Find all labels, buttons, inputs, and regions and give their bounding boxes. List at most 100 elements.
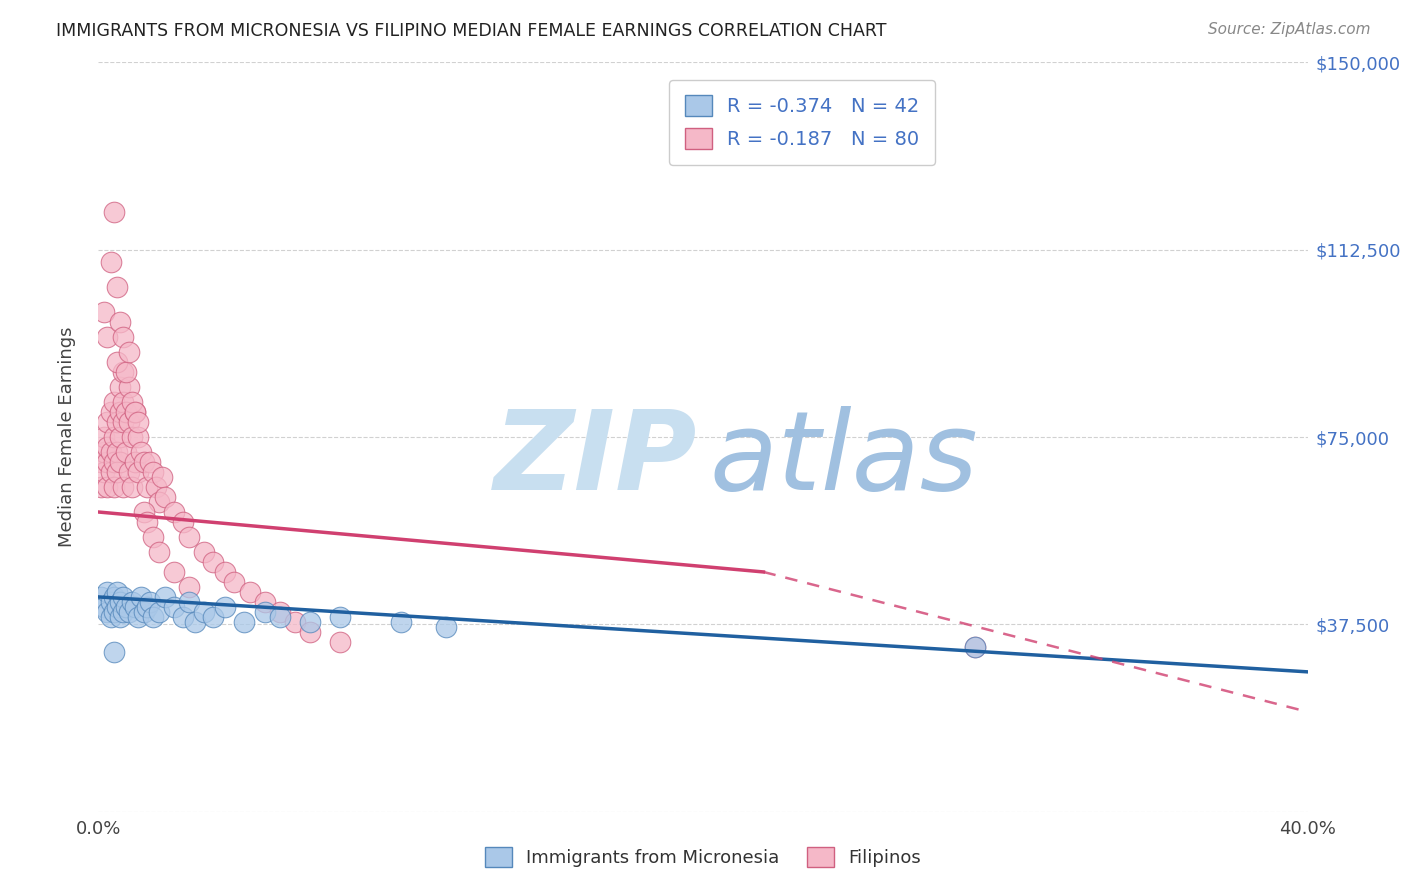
Legend: R = -0.374   N = 42, R = -0.187   N = 80: R = -0.374 N = 42, R = -0.187 N = 80 [669, 79, 935, 165]
Point [163, 505, 186, 519]
Point [132, 455, 155, 469]
Point [269, 605, 291, 619]
Point [100, 405, 122, 419]
Point [105, 599, 128, 614]
Point [111, 480, 134, 494]
Point [121, 595, 143, 609]
Point [127, 430, 149, 444]
Point [329, 610, 352, 624]
Point [142, 465, 165, 479]
Point [105, 355, 128, 369]
Point [96, 415, 118, 429]
Point [145, 480, 167, 494]
Point [103, 205, 125, 219]
Point [100, 610, 122, 624]
Point [284, 615, 307, 629]
Point [172, 610, 194, 624]
Point [965, 640, 987, 654]
Point [90, 590, 112, 604]
Point [90, 480, 112, 494]
Point [96, 585, 118, 599]
Point [172, 515, 194, 529]
Point [114, 599, 136, 614]
Point [100, 445, 122, 459]
Point [108, 595, 131, 609]
Point [100, 595, 122, 609]
Point [124, 405, 146, 419]
Point [127, 610, 149, 624]
Point [118, 465, 141, 479]
Point [100, 255, 122, 269]
Point [148, 495, 170, 509]
Point [124, 405, 146, 419]
Point [111, 365, 134, 379]
Point [329, 635, 352, 649]
Legend: Immigrants from Micronesia, Filipinos: Immigrants from Micronesia, Filipinos [478, 839, 928, 874]
Point [202, 555, 225, 569]
Point [118, 605, 141, 619]
Point [179, 530, 201, 544]
Point [127, 415, 149, 429]
Point [135, 599, 157, 614]
Point [124, 455, 146, 469]
Point [163, 599, 186, 614]
Point [108, 610, 131, 624]
Point [108, 380, 131, 394]
Point [96, 330, 118, 344]
Point [299, 615, 322, 629]
Point [103, 395, 125, 409]
Point [103, 430, 125, 444]
Point [129, 590, 152, 604]
Point [127, 465, 149, 479]
Point [118, 415, 141, 429]
Point [139, 595, 162, 609]
Point [105, 415, 128, 429]
Point [239, 585, 262, 599]
Point [121, 430, 143, 444]
Point [93, 430, 115, 444]
Point [103, 590, 125, 604]
Point [111, 330, 134, 344]
Point [96, 440, 118, 454]
Point [132, 505, 155, 519]
Point [224, 574, 246, 589]
Point [148, 605, 170, 619]
Point [103, 645, 125, 659]
Point [105, 465, 128, 479]
Point [114, 405, 136, 419]
Text: IMMIGRANTS FROM MICRONESIA VS FILIPINO MEDIAN FEMALE EARNINGS CORRELATION CHART: IMMIGRANTS FROM MICRONESIA VS FILIPINO M… [56, 22, 887, 40]
Point [108, 315, 131, 329]
Point [100, 465, 122, 479]
Point [269, 610, 291, 624]
Point [96, 605, 118, 619]
Point [111, 395, 134, 409]
Point [179, 595, 201, 609]
Point [299, 624, 322, 639]
Point [142, 610, 165, 624]
Point [114, 445, 136, 459]
Point [150, 470, 173, 484]
Point [96, 480, 118, 494]
Point [111, 590, 134, 604]
Point [114, 365, 136, 379]
Point [103, 455, 125, 469]
Point [153, 590, 176, 604]
Point [108, 430, 131, 444]
Point [121, 395, 143, 409]
Point [163, 565, 186, 579]
Point [93, 445, 115, 459]
Point [135, 515, 157, 529]
Point [253, 595, 276, 609]
Point [132, 605, 155, 619]
Point [105, 585, 128, 599]
Point [153, 490, 176, 504]
Y-axis label: Median Female Earnings: Median Female Earnings [58, 326, 76, 548]
Point [111, 605, 134, 619]
Point [121, 480, 143, 494]
Point [193, 605, 215, 619]
Point [179, 580, 201, 594]
Point [93, 599, 115, 614]
Point [90, 455, 112, 469]
Point [214, 565, 236, 579]
Text: ZIP: ZIP [494, 406, 697, 513]
